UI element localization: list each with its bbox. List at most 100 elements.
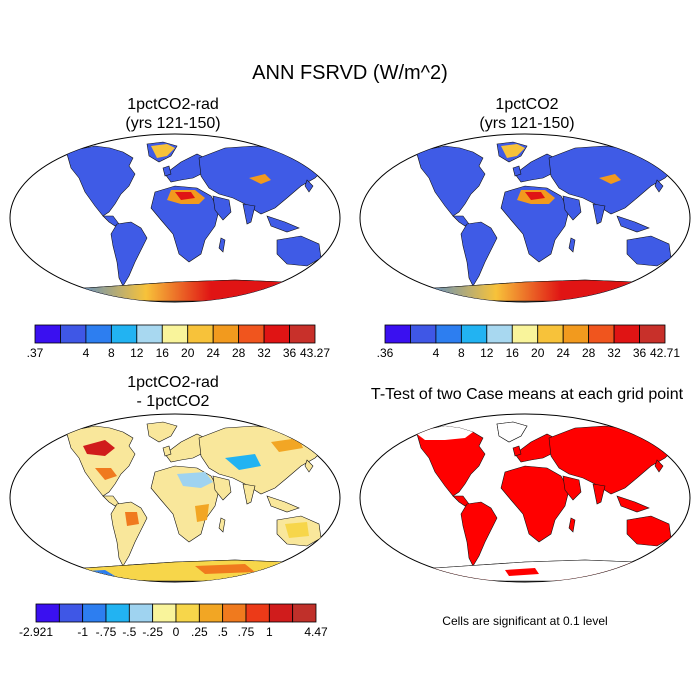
colorbar-3-swatch [82,603,107,623]
panel-4-title-line1: T-Test of two Case means at each grid po… [370,386,684,403]
colorbar-1-swatch [85,324,112,344]
colorbar-2-swatch [613,324,640,344]
panel-1-title-line1: 1pctCO2-rad [127,96,219,113]
colorbar-3-tick-label: -.75 [96,625,117,639]
colorbar-3-swatch [152,603,177,623]
map-3-africa-south [195,504,209,522]
colorbar-2-tick-label: 28 [582,346,596,360]
colorbar-3-tick-label: .25 [191,625,208,639]
panel-2-title-line1: 1pctCO2 [495,96,559,113]
colorbar-2-tick-label: 24 [557,346,571,360]
colorbar-2-swatch [588,324,615,344]
colorbar-1-swatch [161,324,189,344]
colorbar-3-swatch [245,603,270,623]
colorbar-3-swatch [105,603,130,623]
significance-footnote: Cells are significant at 0.1 level [442,614,608,628]
map-4-greenland-insignificant [496,421,528,443]
colorbar-2-tick-label: .36 [377,346,394,360]
colorbar-1-tick-label: 28 [232,346,246,360]
colorbar-1-tick-label: 16 [156,346,170,360]
map-2-sahara-peak [525,192,545,200]
colorbar-2-tick-label: 20 [531,346,545,360]
map-1-tibet-high [249,174,271,184]
colorbar-2-swatch [486,324,513,344]
colorbar-2-tick-label: 12 [480,346,494,360]
colorbar-1-swatch [263,324,290,344]
colorbar-3-tick-label: -.25 [142,625,163,639]
colorbar-3-swatch [35,603,60,623]
colorbar-2-tick-label: 16 [506,346,520,360]
map-panel-2 [359,133,691,303]
panel-2-title: 1pctCO2 (yrs 121-150) [427,95,627,133]
map-3-antarctica-positive [195,564,255,574]
colorbar-1-tick-label: .37 [27,346,44,360]
map-panel-1 [9,133,341,303]
colorbar-3-tick-label: .75 [238,625,255,639]
map-3-sahara-negative [177,472,213,488]
colorbar-1-tick-label: 43.27 [300,346,330,360]
colorbar-1-tick-label: 12 [130,346,144,360]
map-3-asia-negative [225,454,261,470]
map-panel-3 [9,413,341,583]
colorbar-2-tick-label: 32 [607,346,621,360]
colorbar-2-swatch [537,324,564,344]
map-3-canada-positive [83,440,115,456]
colorbar-2-swatch [460,324,488,344]
colorbar-2-swatch [639,324,666,344]
colorbar-2-swatch [511,324,539,344]
map-3-usa-positive [95,468,117,480]
colorbar-3-tick-label: .5 [218,625,228,639]
map-4-antarctica-significant [505,568,539,576]
colorbar-3-tick-label: -1 [77,625,88,639]
map-2-greenland-high [501,144,525,158]
map-panel-4 [359,413,691,583]
panel-3-title-line2: - 1pctCO2 [136,393,210,410]
colorbar-3-swatch [58,603,84,623]
panel-3-title-line1: 1pctCO2-rad [127,374,219,391]
colorbar-2-swatch [384,324,411,344]
colorbar-1-tick-label: 4 [83,346,90,360]
colorbar-3-tick-label: 4.47 [304,625,328,639]
colorbar-1-swatch [110,324,138,344]
colorbar-2-tick-label: 4 [433,346,440,360]
map-3-siberia-positive [271,438,303,452]
colorbar-3-swatch [292,603,317,623]
colorbar-3: -2.921 -1 -.75 -.5 -.25 0 .25 .5 .75 1 4.47 [19,603,328,639]
colorbar-2-swatch [410,324,437,344]
colorbar-2-swatch [562,324,590,344]
colorbar-2-swatch [435,324,462,344]
colorbar-1-swatch [187,324,214,344]
colorbar-3-swatch [175,603,200,623]
colorbar-1-tick-label: 8 [108,346,115,360]
colorbar-1-swatch [238,324,265,344]
colorbar-1-tick-label: 32 [257,346,271,360]
colorbar-1-swatch [289,324,316,344]
colorbar-3-swatch [222,603,247,623]
map-3-amazon-positive [125,512,139,526]
panel-2-title-line2: (yrs 121-150) [479,115,575,132]
colorbar-2-tick-label: 36 [633,346,647,360]
panel-4-title: T-Test of two Case means at each grid po… [352,385,700,404]
colorbar-3-tick-label: 0 [173,625,180,639]
colorbar-1-tick-label: 20 [181,346,195,360]
colorbar-3-swatch [268,603,294,623]
panel-1-title-line2: (yrs 121-150) [125,115,221,132]
colorbar-2-tick-label: 8 [458,346,465,360]
colorbar-3-tick-label: -2.921 [19,625,53,639]
colorbar-1-swatch [136,324,163,344]
map-1-greenland-high [151,144,175,158]
figure-title: ANN FSRVD (W/m^2) [252,62,448,84]
colorbar-3-tick-label: -.5 [122,625,136,639]
colorbar-1-tick-label: 36 [283,346,297,360]
map-3-australia [285,522,309,538]
map-4-arctic-insignificant [417,426,473,440]
colorbar-1-swatch [34,324,61,344]
colorbar-1-swatch [60,324,87,344]
map-2-tibet-high [599,174,621,184]
map-1-sahara-peak [175,192,195,200]
panel-1-title: 1pctCO2-rad (yrs 121-150) [73,95,273,133]
colorbar-1-tick-label: 24 [207,346,221,360]
colorbar-1-swatch [212,324,240,344]
colorbar-3-swatch [198,603,224,623]
